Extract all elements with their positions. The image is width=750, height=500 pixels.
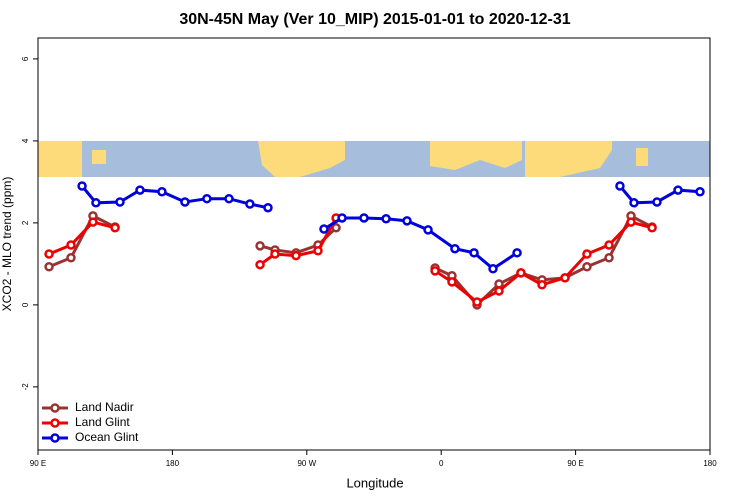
data-point bbox=[202, 193, 212, 204]
map-band bbox=[38, 141, 710, 177]
data-point bbox=[652, 197, 662, 207]
data-point bbox=[469, 248, 479, 258]
data-point bbox=[157, 186, 167, 197]
series-line bbox=[434, 220, 653, 304]
legend-label: Ocean Glint bbox=[75, 430, 139, 444]
x-tick-label: 180 bbox=[166, 459, 180, 468]
data-point bbox=[629, 198, 639, 208]
data-point bbox=[263, 202, 273, 213]
series-line bbox=[48, 220, 116, 256]
y-tick-label: 6 bbox=[21, 56, 30, 61]
plot-frame bbox=[37, 37, 711, 451]
series-line bbox=[323, 216, 518, 271]
data-point bbox=[472, 297, 482, 307]
x-tick-label: 90 W bbox=[297, 459, 316, 468]
land-band bbox=[430, 141, 522, 170]
data-point bbox=[626, 217, 636, 227]
data-point bbox=[647, 223, 657, 233]
data-point bbox=[673, 185, 683, 195]
x-tick-label: 0 bbox=[439, 459, 444, 468]
x-tick-label: 180 bbox=[703, 459, 717, 468]
data-point bbox=[88, 217, 98, 227]
chart-title: 30N-45N May (Ver 10_MIP) 2015-01-01 to 2… bbox=[179, 11, 570, 28]
data-point bbox=[255, 259, 265, 270]
legend-marker bbox=[50, 433, 60, 443]
data-point bbox=[537, 280, 547, 290]
legend-marker bbox=[50, 403, 60, 413]
data-point bbox=[381, 214, 391, 224]
series-line bbox=[80, 185, 269, 210]
y-tick-label: -2 bbox=[21, 383, 30, 391]
data-point bbox=[135, 185, 145, 195]
data-point bbox=[245, 199, 255, 209]
data-point bbox=[488, 264, 498, 274]
land-band bbox=[38, 141, 82, 177]
y-axis-label: XCO2 - MLO trend (ppm) bbox=[0, 177, 14, 312]
data-point bbox=[430, 266, 440, 276]
data-point bbox=[582, 249, 592, 259]
x-tick-label: 90 E bbox=[567, 459, 583, 468]
legend-label: Land Nadir bbox=[75, 400, 134, 414]
land-band bbox=[258, 141, 345, 177]
data-point bbox=[494, 286, 504, 296]
series-line bbox=[48, 213, 116, 269]
data-point bbox=[44, 262, 54, 272]
land-band bbox=[525, 141, 612, 177]
data-point bbox=[516, 268, 526, 278]
data-point bbox=[291, 250, 301, 261]
land-band bbox=[636, 148, 648, 166]
data-point bbox=[66, 252, 76, 263]
data-point bbox=[77, 181, 87, 191]
data-point bbox=[255, 241, 265, 251]
data-point bbox=[91, 198, 101, 208]
data-point bbox=[423, 225, 433, 235]
data-point bbox=[270, 249, 280, 259]
data-point bbox=[337, 213, 347, 223]
data-point bbox=[560, 273, 570, 283]
y-tick-label: 2 bbox=[21, 220, 30, 225]
data-point bbox=[331, 223, 341, 233]
data-point bbox=[66, 240, 76, 250]
data-point bbox=[450, 243, 460, 254]
data-point bbox=[582, 262, 592, 272]
data-point bbox=[359, 213, 369, 223]
data-point bbox=[319, 224, 329, 234]
data-point bbox=[447, 277, 457, 287]
y-tick-label: 4 bbox=[21, 138, 30, 143]
data-point bbox=[695, 186, 705, 197]
y-tick-label: 0 bbox=[21, 302, 30, 307]
data-point bbox=[313, 246, 323, 256]
data-point bbox=[604, 252, 614, 263]
data-point bbox=[115, 197, 125, 207]
x-tick-label: 90 E bbox=[30, 459, 46, 468]
x-axis-label: Longitude bbox=[346, 475, 403, 490]
data-point bbox=[512, 248, 522, 258]
data-point bbox=[615, 181, 625, 191]
legend-label: Land Glint bbox=[75, 415, 130, 429]
data-point bbox=[110, 223, 120, 233]
legend-marker bbox=[50, 418, 60, 428]
series-line bbox=[434, 213, 653, 308]
data-point bbox=[44, 249, 54, 259]
data-point bbox=[224, 193, 234, 204]
data-point bbox=[604, 240, 614, 250]
data-point bbox=[180, 197, 190, 207]
data-point bbox=[402, 216, 412, 226]
land-band bbox=[92, 150, 106, 164]
